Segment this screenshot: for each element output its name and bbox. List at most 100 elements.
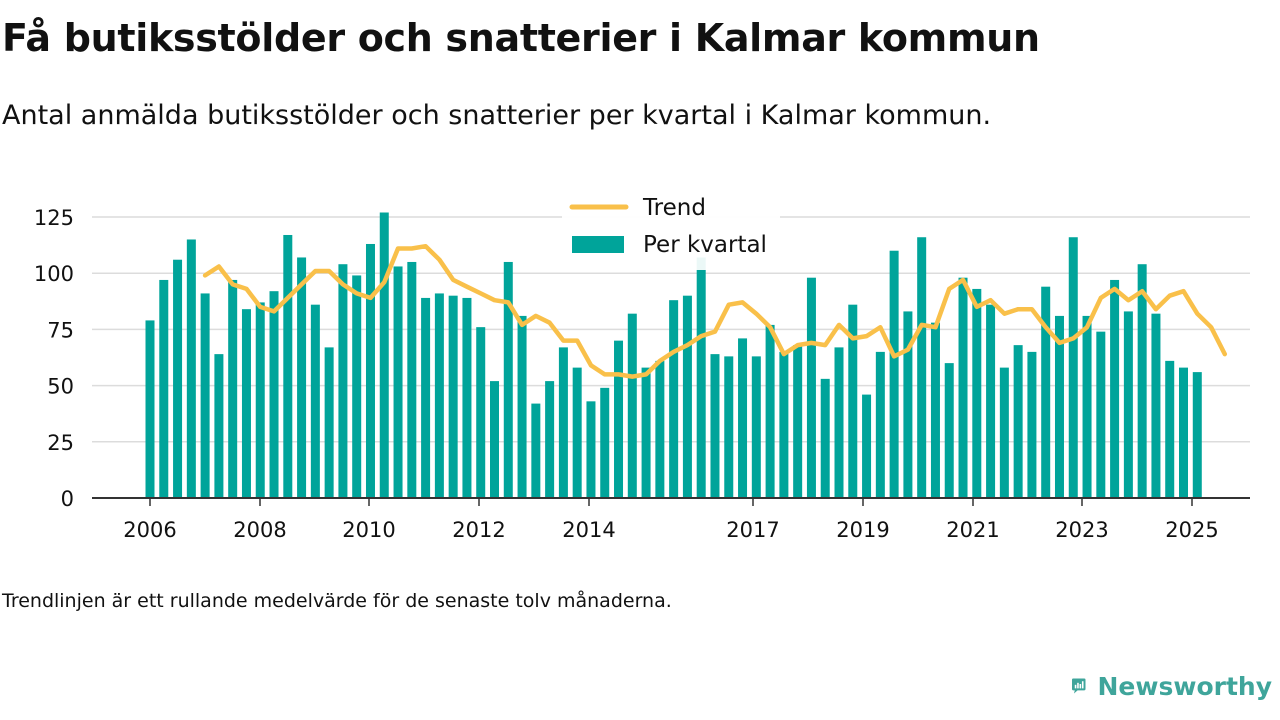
bar bbox=[1013, 345, 1023, 498]
chart-title: Få butiksstölder och snatterier i Kalmar… bbox=[2, 16, 1040, 60]
bar bbox=[283, 234, 293, 498]
bar bbox=[765, 324, 775, 498]
bar bbox=[1179, 367, 1188, 498]
bar bbox=[669, 300, 679, 498]
bar bbox=[255, 302, 265, 498]
bar bbox=[517, 315, 527, 498]
x-tick-label: 2019 bbox=[836, 518, 889, 542]
bar bbox=[806, 277, 816, 498]
y-tick-label: 25 bbox=[47, 431, 74, 455]
bar bbox=[159, 279, 169, 498]
y-tick-label: 100 bbox=[34, 262, 74, 286]
bar bbox=[793, 345, 803, 498]
bar bbox=[1041, 286, 1051, 498]
bar bbox=[186, 239, 196, 499]
chart-subtitle: Antal anmälda butiksstölder och snatteri… bbox=[2, 100, 992, 131]
bar bbox=[696, 257, 706, 498]
bar bbox=[600, 387, 610, 498]
bar bbox=[655, 360, 665, 498]
bar bbox=[297, 257, 307, 498]
bar bbox=[324, 347, 334, 498]
bar bbox=[710, 354, 720, 498]
bar bbox=[1137, 264, 1147, 498]
bar bbox=[503, 261, 513, 498]
bar bbox=[1151, 313, 1161, 498]
bar bbox=[875, 351, 885, 498]
bar bbox=[862, 394, 872, 498]
bar bbox=[421, 297, 431, 498]
bar bbox=[393, 266, 403, 498]
bar bbox=[448, 295, 458, 498]
trend-series bbox=[202, 243, 1228, 379]
y-tick-label: 75 bbox=[47, 318, 74, 342]
bar bbox=[310, 304, 320, 498]
legend-bar-label: Per kvartal bbox=[643, 232, 767, 258]
bar bbox=[1110, 279, 1120, 498]
bar bbox=[751, 356, 761, 498]
bar bbox=[986, 304, 996, 498]
bar bbox=[930, 322, 940, 498]
x-tick-label: 2021 bbox=[946, 518, 999, 542]
bar bbox=[558, 347, 568, 498]
bar bbox=[1123, 311, 1133, 498]
bar bbox=[1082, 315, 1092, 498]
legend-trend-label: Trend bbox=[642, 195, 706, 221]
bar bbox=[1027, 351, 1037, 498]
bar bbox=[434, 293, 444, 498]
bar bbox=[779, 351, 789, 498]
newsworthy-logo-icon bbox=[1072, 678, 1086, 694]
bar bbox=[352, 275, 362, 498]
bar bbox=[848, 304, 858, 498]
bar bbox=[531, 403, 541, 498]
bar bbox=[1165, 360, 1175, 498]
y-tick-label: 50 bbox=[47, 375, 74, 399]
bar bbox=[627, 313, 637, 498]
logo-text: Newsworthy bbox=[1097, 671, 1273, 701]
bar bbox=[586, 401, 596, 498]
bar bbox=[614, 340, 624, 498]
bar bbox=[379, 212, 389, 498]
bar bbox=[214, 354, 224, 498]
bar bbox=[269, 291, 279, 498]
bar bbox=[972, 288, 982, 498]
bar bbox=[1096, 331, 1106, 498]
bar bbox=[200, 293, 210, 498]
legend-bar-swatch bbox=[572, 236, 624, 253]
bar bbox=[738, 338, 748, 498]
bar bbox=[407, 261, 417, 498]
bar bbox=[641, 367, 651, 498]
trend-line bbox=[202, 243, 1228, 379]
bar bbox=[999, 367, 1009, 498]
x-tick-label: 2012 bbox=[452, 518, 505, 542]
bar bbox=[958, 277, 968, 498]
x-tick-label: 2008 bbox=[233, 518, 286, 542]
x-tick-label: 2025 bbox=[1165, 518, 1218, 542]
x-tick-label: 2006 bbox=[123, 518, 176, 542]
bar bbox=[1054, 315, 1064, 498]
bar bbox=[365, 243, 375, 498]
y-tick-label: 125 bbox=[34, 206, 74, 230]
bar bbox=[228, 279, 238, 498]
bar bbox=[682, 295, 692, 498]
bar bbox=[944, 363, 954, 498]
bar bbox=[572, 367, 582, 498]
bar bbox=[545, 381, 555, 498]
bar-chart: 0 25 50 75 100 125 2006 2008 2010 2012 2014 2017 20… bbox=[33, 188, 1250, 542]
bar bbox=[1192, 372, 1202, 498]
bar bbox=[462, 297, 472, 498]
bar bbox=[241, 309, 251, 498]
x-tick-label: 2017 bbox=[726, 518, 779, 542]
y-tick-label: 0 bbox=[61, 487, 74, 511]
bar bbox=[724, 356, 734, 498]
legend: Trend Per kvartal bbox=[562, 188, 780, 270]
x-tick-label: 2014 bbox=[562, 518, 615, 542]
legend-background bbox=[562, 188, 780, 270]
bar bbox=[1068, 237, 1078, 498]
x-axis-ticks: 2006 2008 2010 2012 2014 2017 2019 2021 2023 2025 bbox=[123, 498, 1219, 542]
x-tick-label: 2010 bbox=[342, 518, 395, 542]
newsworthy-logo: Newsworthy bbox=[1072, 666, 1272, 706]
bar bbox=[820, 378, 830, 498]
bar bbox=[338, 264, 348, 498]
footnote: Trendlinjen är ett rullande medelvärde f… bbox=[2, 590, 672, 612]
bar bbox=[917, 237, 927, 498]
